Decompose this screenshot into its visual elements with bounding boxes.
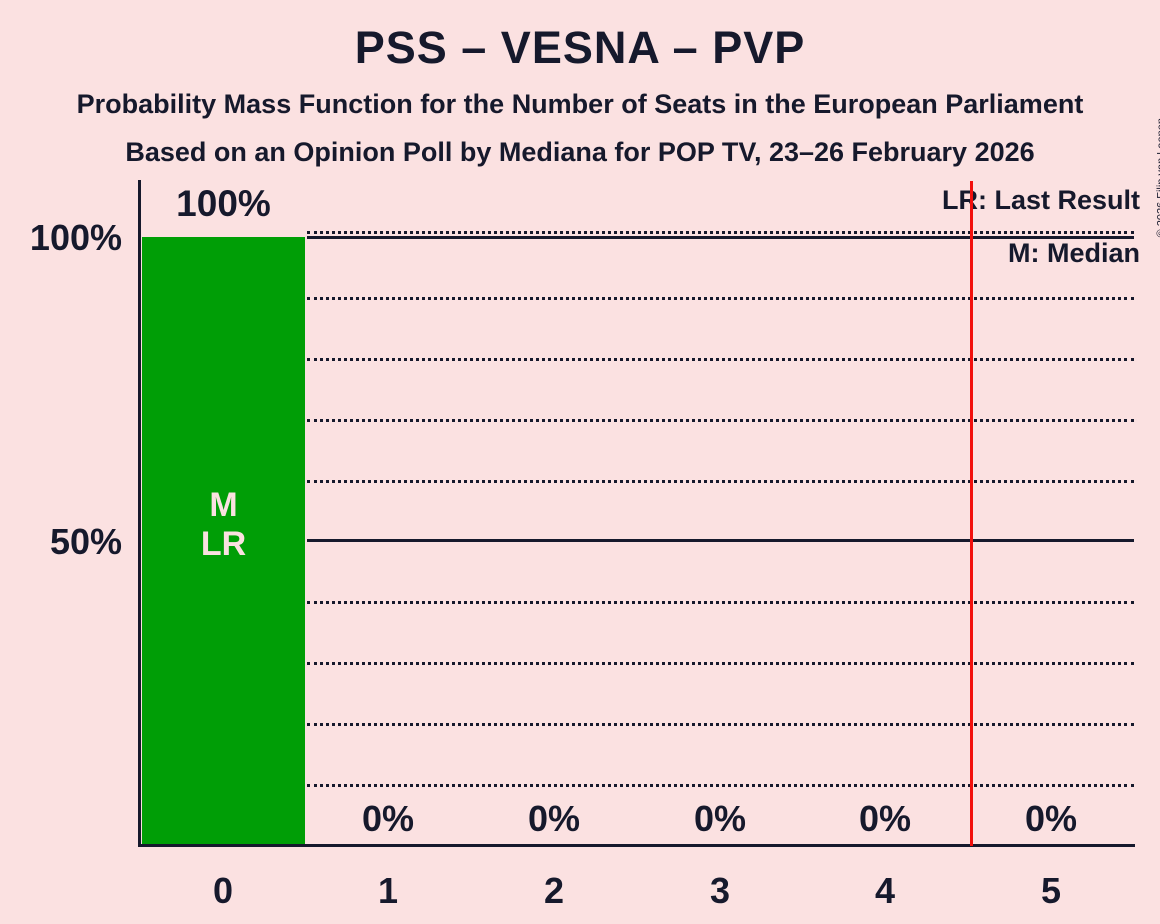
median-marker: M: [209, 486, 238, 524]
bar-seat-0: [142, 237, 305, 844]
bar-value-label-5: 0%: [1024, 798, 1078, 839]
chart-subtitle-source: Based on an Opinion Poll by Mediana for …: [125, 137, 1035, 167]
chart-title: PSS – VESNA – PVP: [354, 22, 806, 73]
x-axis-tick-0: 0: [212, 870, 234, 911]
gridline-90pct: [307, 297, 1134, 300]
bar-value-label-2: 0%: [527, 798, 581, 839]
y-axis-tick-50: 50%: [49, 521, 122, 562]
bar-value-label-1: 0%: [361, 798, 415, 839]
gridline-10pct: [307, 784, 1134, 787]
x-axis-tick-1: 1: [377, 870, 399, 911]
x-axis-tick-3: 3: [709, 870, 731, 911]
gridline-100pct: [307, 236, 1134, 239]
gridline-20pct: [307, 723, 1134, 726]
gridline-80pct: [307, 358, 1134, 361]
last-result-line: [970, 181, 973, 846]
legend-median: M: Median: [1008, 238, 1140, 268]
bar-median-lastresult-annotation: M LR: [142, 486, 305, 564]
y-axis-tick-100: 100%: [29, 217, 122, 258]
x-axis-line: [138, 844, 1135, 847]
x-axis-tick-2: 2: [543, 870, 565, 911]
bar-value-label-3: 0%: [693, 798, 747, 839]
last-result-marker: LR: [200, 525, 247, 563]
bar-value-label-0: 100%: [176, 183, 271, 224]
copyright-notice: © 2026 Filip van Laenen: [1155, 118, 1160, 237]
y-axis-line: [138, 180, 141, 846]
x-axis-tick-5: 5: [1040, 870, 1062, 911]
chart-subtitle: Probability Mass Function for the Number…: [76, 89, 1084, 119]
gridline-50pct: [307, 539, 1134, 542]
gridline-40pct: [307, 601, 1134, 604]
gridline-100pct-dotted: [307, 231, 1134, 234]
gridline-60pct: [307, 480, 1134, 483]
legend-last-result: LR: Last Result: [941, 185, 1140, 215]
gridline-30pct: [307, 662, 1134, 665]
gridline-70pct: [307, 419, 1134, 422]
bar-value-label-4: 0%: [858, 798, 912, 839]
x-axis-tick-4: 4: [874, 870, 896, 911]
